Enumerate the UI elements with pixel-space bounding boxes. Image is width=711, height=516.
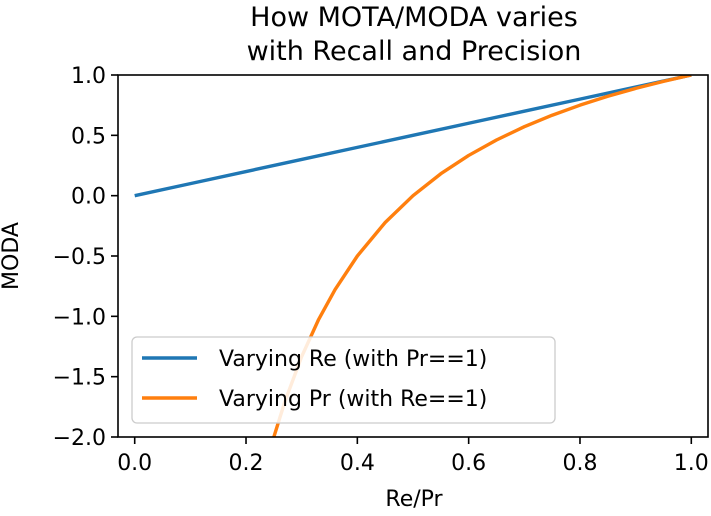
legend-box (131, 336, 556, 424)
x-axis-label: Re/Pr (385, 487, 443, 512)
y-tick-label: 1.0 (71, 64, 106, 89)
x-tick-label: 0.0 (117, 451, 152, 476)
chart-title-line-1: How MOTA/MODA varies (250, 2, 578, 33)
chart-title-line-2: with Recall and Precision (247, 36, 582, 67)
y-axis-label: MODA (0, 222, 24, 290)
legend-label-2: Varying Pr (with Re==1) (219, 387, 487, 412)
x-tick-label: 1.0 (674, 451, 709, 476)
y-tick-label: 0.5 (71, 124, 106, 149)
x-tick-label: 0.8 (562, 451, 597, 476)
axes-frame (117, 74, 709, 438)
x-tick-label: 0.4 (340, 451, 375, 476)
x-tick-label: 0.6 (451, 451, 486, 476)
series-line-2 (272, 75, 692, 437)
plot-area (117, 74, 709, 438)
y-tick-label: −1.5 (53, 366, 106, 391)
legend-label-1: Varying Re (with Pr==1) (219, 347, 487, 372)
y-axis-ticks: 1.0 0.5 0.0 −0.5 −1.0 −1.5 −2.0 (53, 64, 118, 451)
x-axis-ticks: 0.0 0.2 0.4 0.6 0.8 1.0 (117, 437, 709, 476)
y-tick-label: −1.0 (53, 305, 106, 330)
series-line-1 (134, 75, 692, 198)
legend: Varying Re (with Pr==1) Varying Pr (with … (131, 336, 556, 424)
y-tick-label: −0.5 (53, 245, 106, 270)
y-tick-label: −2.0 (53, 426, 106, 451)
x-tick-label: 0.2 (229, 451, 264, 476)
y-tick-label: 0.0 (71, 185, 106, 210)
series-layer (134, 75, 692, 437)
